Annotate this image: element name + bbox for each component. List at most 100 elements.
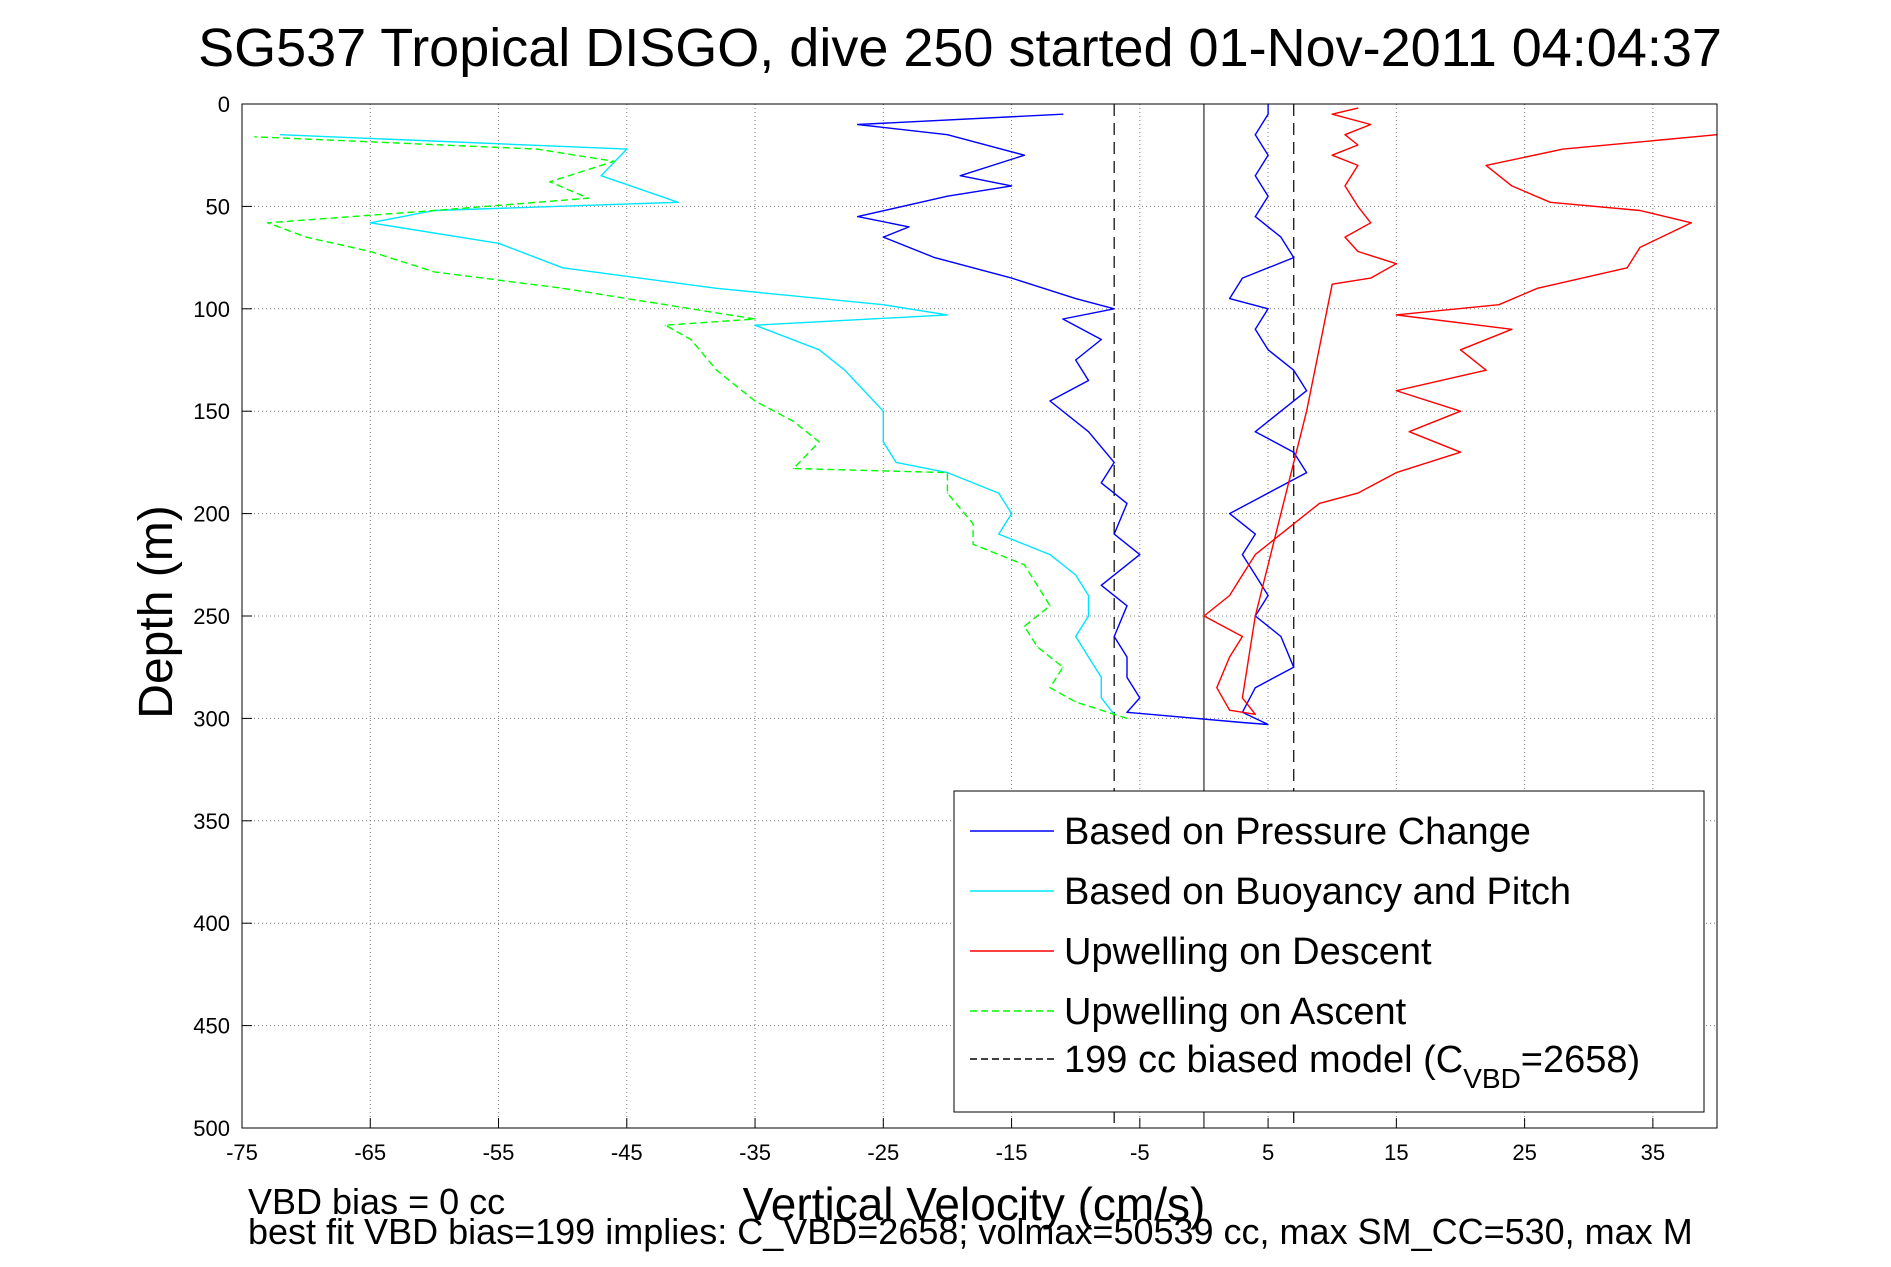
data-point (677, 201, 679, 203)
data-point (1049, 687, 1051, 689)
data-point (1370, 222, 1372, 224)
data-point (1126, 656, 1128, 658)
series-layer (254, 103, 1718, 726)
data-point (946, 195, 949, 197)
data-point (1075, 701, 1077, 703)
data-point (1241, 697, 1244, 699)
data-point (1254, 431, 1256, 433)
data-point (1459, 410, 1462, 412)
data-point (882, 236, 884, 238)
data-point (1511, 328, 1513, 330)
data-point (1126, 502, 1128, 504)
data-point (1087, 431, 1090, 433)
series-line-3 (1203, 107, 1718, 715)
series-line-2 (280, 134, 1115, 715)
data-point (1331, 113, 1333, 115)
data-point (1280, 236, 1282, 238)
data-point (1331, 283, 1333, 285)
vbd-bias-note: VBD bias = 0 cc (248, 1181, 506, 1222)
data-point (959, 175, 961, 177)
data-point (1305, 513, 1308, 515)
data-point (1280, 533, 1282, 535)
data-point (1049, 553, 1051, 556)
data-point (998, 533, 1000, 535)
y-tick-label: 500 (193, 1116, 230, 1141)
data-point (1511, 185, 1513, 187)
data-point (1113, 635, 1115, 638)
data-point (792, 467, 795, 470)
y-tick-label: 200 (193, 502, 230, 527)
data-point (1023, 625, 1025, 627)
data-point (1267, 113, 1269, 115)
data-point (882, 304, 884, 306)
data-point (1062, 666, 1064, 668)
data-point (1100, 676, 1102, 679)
data-point (1229, 594, 1231, 597)
legend-label: Based on Buoyancy and Pitch (1064, 871, 1571, 913)
data-point (562, 267, 564, 269)
data-point (1216, 687, 1218, 689)
data-point (946, 314, 949, 316)
data-point (1254, 134, 1256, 136)
series-line-1 (1228, 104, 1308, 726)
data-point (1549, 201, 1551, 203)
data-point (1459, 349, 1462, 351)
data-point (1639, 246, 1641, 248)
x-tick-label: 25 (1512, 1140, 1536, 1165)
data-point (1357, 107, 1359, 109)
data-point (1305, 410, 1308, 412)
data-point (1113, 533, 1115, 535)
y-tick-label: 350 (193, 809, 230, 834)
data-point (1113, 461, 1115, 463)
data-point (972, 543, 974, 545)
data-point (934, 257, 936, 259)
data-point (1408, 431, 1410, 433)
data-point (946, 472, 949, 474)
data-point (754, 324, 756, 326)
data-point (1075, 574, 1077, 576)
y-tick-label: 300 (193, 706, 230, 731)
data-point (1010, 277, 1013, 279)
data-point (998, 492, 1000, 494)
data-point (1357, 205, 1359, 207)
y-axis-ticks: 0 50 100 150 200 250 300 350 400 450 500 (193, 92, 252, 1141)
data-point (882, 441, 884, 443)
data-point (1023, 154, 1025, 156)
data-point (1254, 687, 1256, 689)
data-point (664, 324, 666, 326)
x-tick-label: -35 (739, 1140, 771, 1165)
data-point (1254, 553, 1256, 556)
data-point (1370, 277, 1372, 279)
data-point (715, 369, 718, 371)
best-fit-note: best fit VBD bias=199 implies: C_VBD=265… (248, 1211, 1693, 1252)
data-point (549, 181, 551, 183)
data-point (1536, 287, 1539, 289)
data-point (1126, 711, 1128, 713)
data-point (1318, 502, 1320, 504)
data-point (1293, 257, 1295, 259)
data-point (1126, 676, 1128, 679)
data-point (1331, 154, 1333, 156)
data-point (626, 148, 628, 150)
data-point (754, 318, 756, 320)
data-point (1229, 709, 1231, 711)
data-point (946, 134, 949, 136)
x-tick-label: -15 (996, 1140, 1028, 1165)
data-point (1229, 297, 1231, 300)
data-point (1280, 513, 1282, 515)
data-point (1357, 492, 1359, 494)
legend-box (953, 790, 1705, 1113)
y-tick-label: 450 (193, 1014, 230, 1039)
data-point (433, 209, 435, 212)
x-axis-label: Vertical Velocity (cm/s) (743, 1178, 1206, 1230)
data-point (1344, 236, 1346, 238)
data-point (1126, 717, 1128, 720)
data-point (1010, 185, 1013, 187)
data-point (1100, 338, 1102, 341)
data-point (1370, 123, 1372, 126)
x-tick-label: -45 (611, 1140, 643, 1165)
data-point (1087, 379, 1090, 382)
data-point (972, 523, 974, 525)
